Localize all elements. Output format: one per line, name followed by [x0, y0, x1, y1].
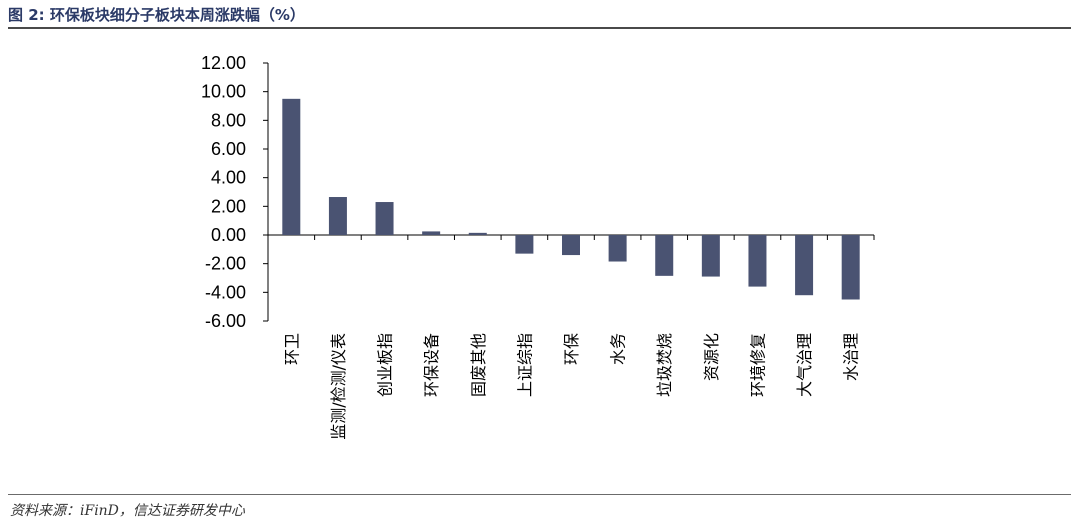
category-label: 资源化 [702, 333, 721, 381]
y-tick-label: 0.00 [211, 225, 246, 245]
y-tick-label: 10.00 [201, 82, 246, 102]
category-label: 固废其他 [469, 333, 488, 397]
category-label: 环境修复 [748, 333, 767, 397]
category-label: 监测/检测/仪表 [329, 333, 348, 440]
bar-11 [748, 235, 767, 287]
y-tick-label: 8.00 [211, 110, 246, 130]
y-tick-label: 4.00 [211, 168, 246, 188]
category-label: 创业板指 [376, 333, 395, 397]
category-label: 垃圾焚烧 [655, 333, 674, 397]
bar-12 [795, 235, 814, 296]
category-labels: 环卫 监测/检测/仪表 创业板指 环保设备 固废其他 上证综指 环保 水务 垃圾焚烧 资源化 环境修… [282, 333, 860, 440]
y-axis: 12.00 10.00 8.00 6.00 4.00 2.00 0.00 -2.00 -4.00… [201, 53, 269, 331]
source-rule [8, 494, 1071, 495]
category-label: 水务 [609, 333, 628, 365]
bar-1 [282, 98, 301, 235]
bar-6 [515, 235, 534, 254]
bar-13 [841, 235, 860, 300]
y-tick-label: -2.00 [205, 254, 246, 274]
bars [282, 98, 860, 300]
category-label: 大气治理 [795, 333, 814, 397]
category-label: 环卫 [282, 333, 301, 365]
category-label: 环保 [562, 333, 581, 365]
bar-5 [468, 232, 487, 235]
bar-9 [655, 235, 674, 276]
bar-10 [701, 235, 720, 277]
figure-title: 图 2: 环保板块细分子板块本周涨跌幅（%） [8, 6, 305, 24]
title-rule [8, 27, 1071, 29]
bar-8 [608, 235, 627, 262]
y-tick-label: 12.00 [201, 53, 246, 73]
y-tick-label: 2.00 [211, 196, 246, 216]
bar-4 [422, 231, 441, 235]
bar-3 [375, 202, 394, 235]
category-label: 上证综指 [515, 333, 534, 397]
y-tick-label: -4.00 [205, 282, 246, 302]
category-label: 环保设备 [422, 333, 441, 397]
bar-7 [562, 235, 580, 256]
source-note: 资料来源：iFinD，信达证券研发中心 [10, 503, 245, 519]
y-tick-label: 6.00 [211, 139, 246, 159]
category-label: 水治理 [842, 333, 861, 381]
y-tick-label: -6.00 [205, 311, 246, 331]
bar-2 [328, 197, 347, 235]
